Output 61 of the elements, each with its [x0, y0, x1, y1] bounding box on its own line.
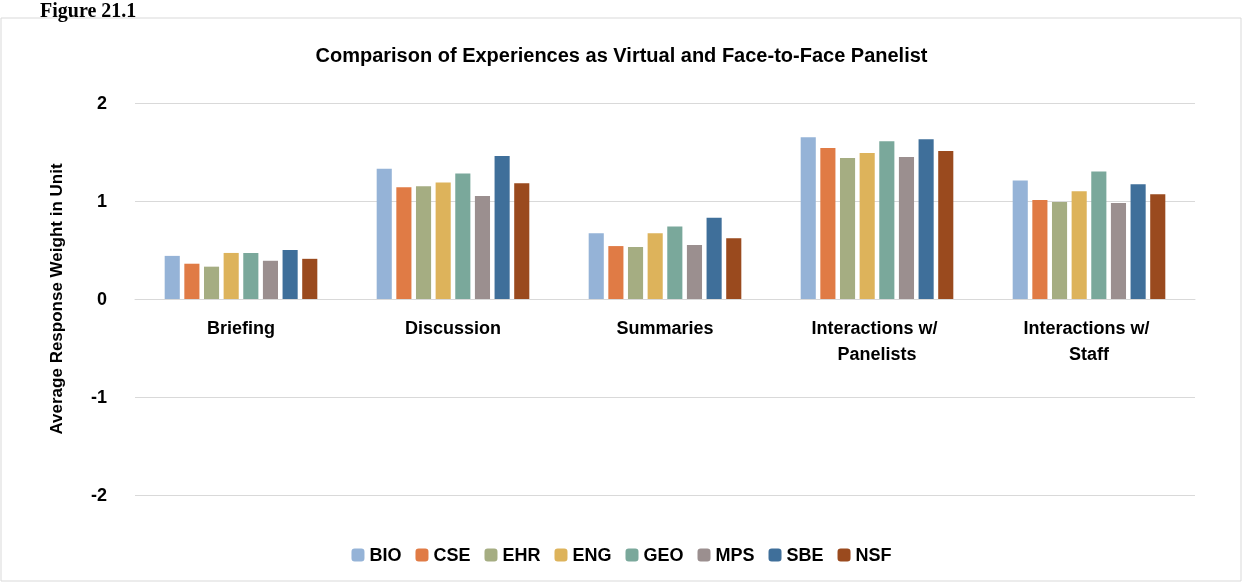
bar: [415, 186, 432, 299]
bar: [627, 247, 644, 299]
bar: [243, 252, 259, 299]
bar: [879, 141, 895, 299]
y-tick-label: -1: [90, 387, 107, 407]
bar: [839, 157, 856, 299]
x-tick-label: Summaries: [616, 318, 714, 338]
bar: [302, 258, 318, 299]
bar: [455, 173, 471, 299]
x-tick-label: Discussion: [404, 318, 502, 338]
bar: [164, 255, 180, 299]
bar: [938, 151, 954, 299]
y-tick-label: 1: [96, 191, 107, 211]
bar: [1110, 202, 1127, 299]
bar: [647, 233, 663, 299]
y-tick-label: 2: [96, 93, 107, 113]
x-tick-label: Interactions w/ Staff: [1023, 318, 1155, 364]
bar: [686, 245, 703, 299]
bar: [1150, 194, 1166, 299]
bar: [1051, 201, 1068, 299]
bar: [820, 148, 836, 299]
legend-label: ENG: [572, 545, 612, 565]
y-axis-title: Average Response Weight in Unit: [47, 163, 66, 435]
bar: [376, 168, 392, 299]
bar: [800, 137, 816, 299]
bar: [203, 266, 220, 299]
bar: [608, 246, 624, 299]
legend-label: NSF: [855, 545, 892, 565]
bar: [706, 217, 722, 299]
y-tick-label: -2: [90, 485, 107, 505]
bar: [282, 250, 298, 299]
bar: [494, 155, 510, 299]
bar: [435, 182, 451, 299]
legend-label: CSE: [433, 545, 471, 565]
bar: [1032, 200, 1048, 299]
bar: [918, 139, 934, 299]
bar: [262, 260, 279, 299]
bar: [726, 238, 742, 299]
bar: [859, 152, 875, 299]
bar: [898, 156, 915, 299]
bar: [184, 263, 200, 299]
legend-label: EHR: [502, 545, 541, 565]
bar: [1130, 184, 1146, 299]
x-tick-label: Briefing: [206, 318, 276, 338]
y-tick-label: 0: [96, 289, 107, 309]
legend-label: BIO: [369, 545, 402, 565]
legend-label: MPS: [715, 545, 755, 565]
caption: Figure 21.1: [40, 0, 137, 22]
bar: [223, 252, 239, 299]
chart-title: Comparison of Experiences as Virtual and Face-to-Face Panelist: [315, 44, 928, 66]
legend-label: SBE: [786, 545, 824, 565]
x-tick-label: Interactions w/ Panelists: [811, 318, 943, 364]
bar: [514, 183, 530, 299]
legend-label: GEO: [643, 545, 684, 565]
bar: [1071, 191, 1087, 299]
bar: [396, 187, 412, 299]
bar: [667, 226, 683, 299]
bar: [474, 196, 491, 299]
bar: [1091, 171, 1107, 299]
bar: [1012, 180, 1028, 299]
bar: [588, 233, 604, 299]
